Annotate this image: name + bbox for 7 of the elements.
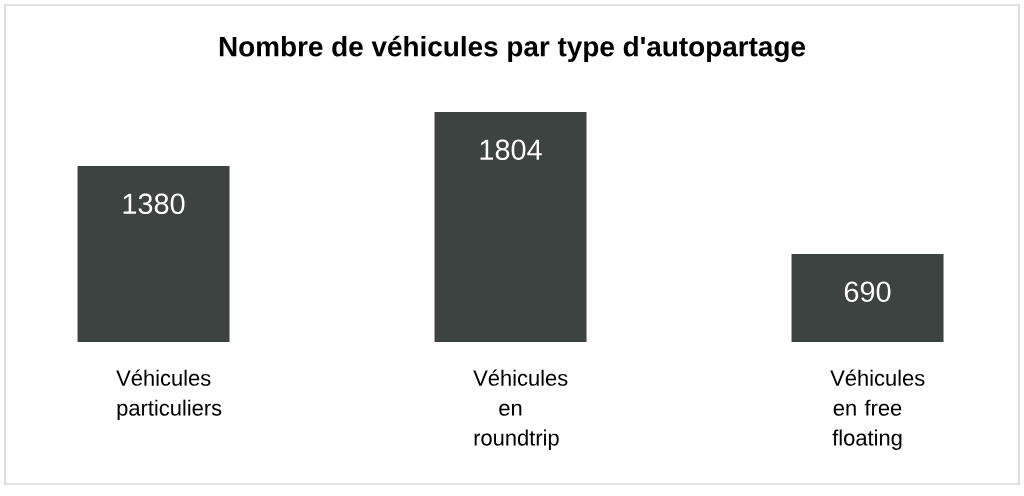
x-tick-label: Véhicules particuliers: [116, 369, 222, 421]
chart-title: Nombre de véhicules par type d'autopartage: [219, 35, 805, 63]
x-tick-label: Véhicules en roundtrip: [473, 369, 568, 450]
data-label: 690: [844, 281, 891, 302]
x-tick-label: Véhicules en free floating: [830, 369, 925, 450]
data-label: 1380: [123, 193, 185, 215]
data-label: 1804: [480, 139, 542, 160]
